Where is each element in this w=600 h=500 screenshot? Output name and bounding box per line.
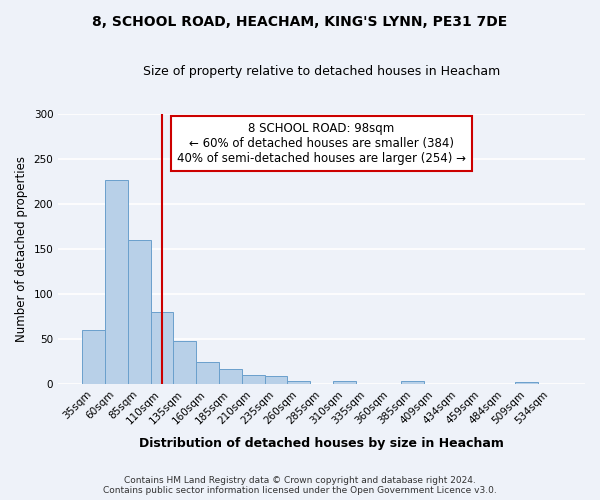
Bar	[242, 375, 265, 384]
Text: 8 SCHOOL ROAD: 98sqm
← 60% of detached houses are smaller (384)
40% of semi-deta: 8 SCHOOL ROAD: 98sqm ← 60% of detached h…	[177, 122, 466, 165]
Bar	[515, 382, 538, 384]
Bar	[265, 376, 287, 384]
Bar	[196, 362, 219, 384]
Title: Size of property relative to detached houses in Heacham: Size of property relative to detached ho…	[143, 65, 500, 78]
Bar	[128, 240, 151, 384]
Bar	[105, 180, 128, 384]
Text: 8, SCHOOL ROAD, HEACHAM, KING'S LYNN, PE31 7DE: 8, SCHOOL ROAD, HEACHAM, KING'S LYNN, PE…	[92, 15, 508, 29]
Bar	[82, 330, 105, 384]
Bar	[219, 369, 242, 384]
Bar	[401, 382, 424, 384]
Text: Contains HM Land Registry data © Crown copyright and database right 2024.
Contai: Contains HM Land Registry data © Crown c…	[103, 476, 497, 495]
Bar	[333, 382, 356, 384]
Bar	[287, 380, 310, 384]
Bar	[151, 312, 173, 384]
Y-axis label: Number of detached properties: Number of detached properties	[15, 156, 28, 342]
X-axis label: Distribution of detached houses by size in Heacham: Distribution of detached houses by size …	[139, 437, 504, 450]
Bar	[173, 341, 196, 384]
